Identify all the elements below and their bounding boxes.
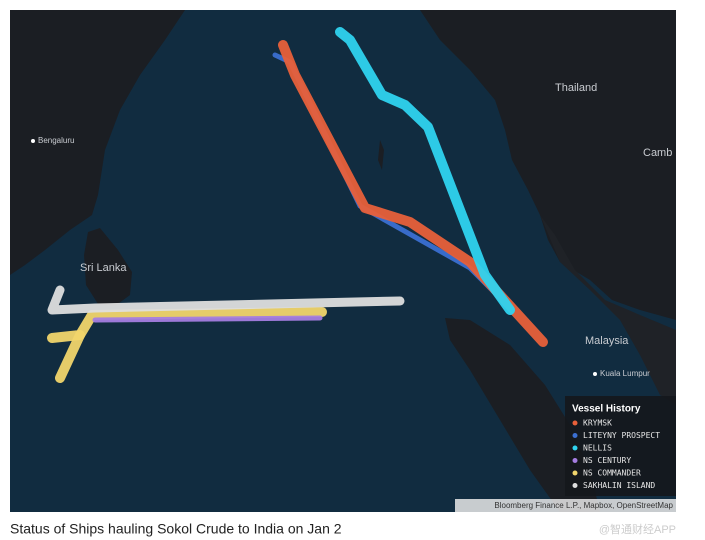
sri-lanka [84,228,132,306]
legend-label: NS CENTURY [583,456,631,465]
vessel-track [92,315,323,323]
place-label: Malaysia [585,335,629,347]
place-label: Kuala Lumpur [600,369,650,378]
map-canvas: Bengaluru Sri Lanka Thailand Camb Malays… [10,10,676,512]
legend-swatch [572,483,578,488]
legend-label: NS COMMANDER [583,469,641,478]
vessel-track [335,27,515,315]
sumatra [445,318,600,512]
watermark: @智通财经APP [599,522,676,536]
mainland [420,10,676,320]
attribution: Bloomberg Finance L.P., Mapbox, OpenStre… [494,501,673,510]
legend-swatch [572,420,578,426]
legend: KRYMSK LITEYNY PROSPECT NELLIS NS CENTURY NS… [572,419,660,490]
islands [378,140,384,170]
place-label: Sri Lanka [80,262,127,274]
legend-swatch [572,470,578,476]
city-dot [593,372,597,376]
vessel-track [47,285,405,315]
legend-swatch [572,445,578,451]
legend-swatch [572,458,578,463]
legend-label: SAKHALIN ISLAND [583,481,655,490]
tracks [47,27,548,383]
attribution-box [455,499,676,512]
legend-label: LITEYNY PROSPECT [583,431,660,440]
legend-swatch [572,433,578,438]
place-label: Camb [643,147,672,159]
caption: Status of Ships hauling Sokol Crude to I… [10,521,342,537]
legend-label: KRYMSK [583,419,612,428]
vessel-track [55,330,85,383]
legend-box [565,396,676,496]
vessel-track [47,307,327,343]
legend-title: Vessel History [572,404,641,415]
legend-label: NELLIS [583,444,612,453]
place-label: Thailand [555,82,597,94]
place-label: Bengaluru [38,136,74,145]
peninsula [540,215,676,405]
city-dot [31,139,35,143]
india [10,10,185,275]
